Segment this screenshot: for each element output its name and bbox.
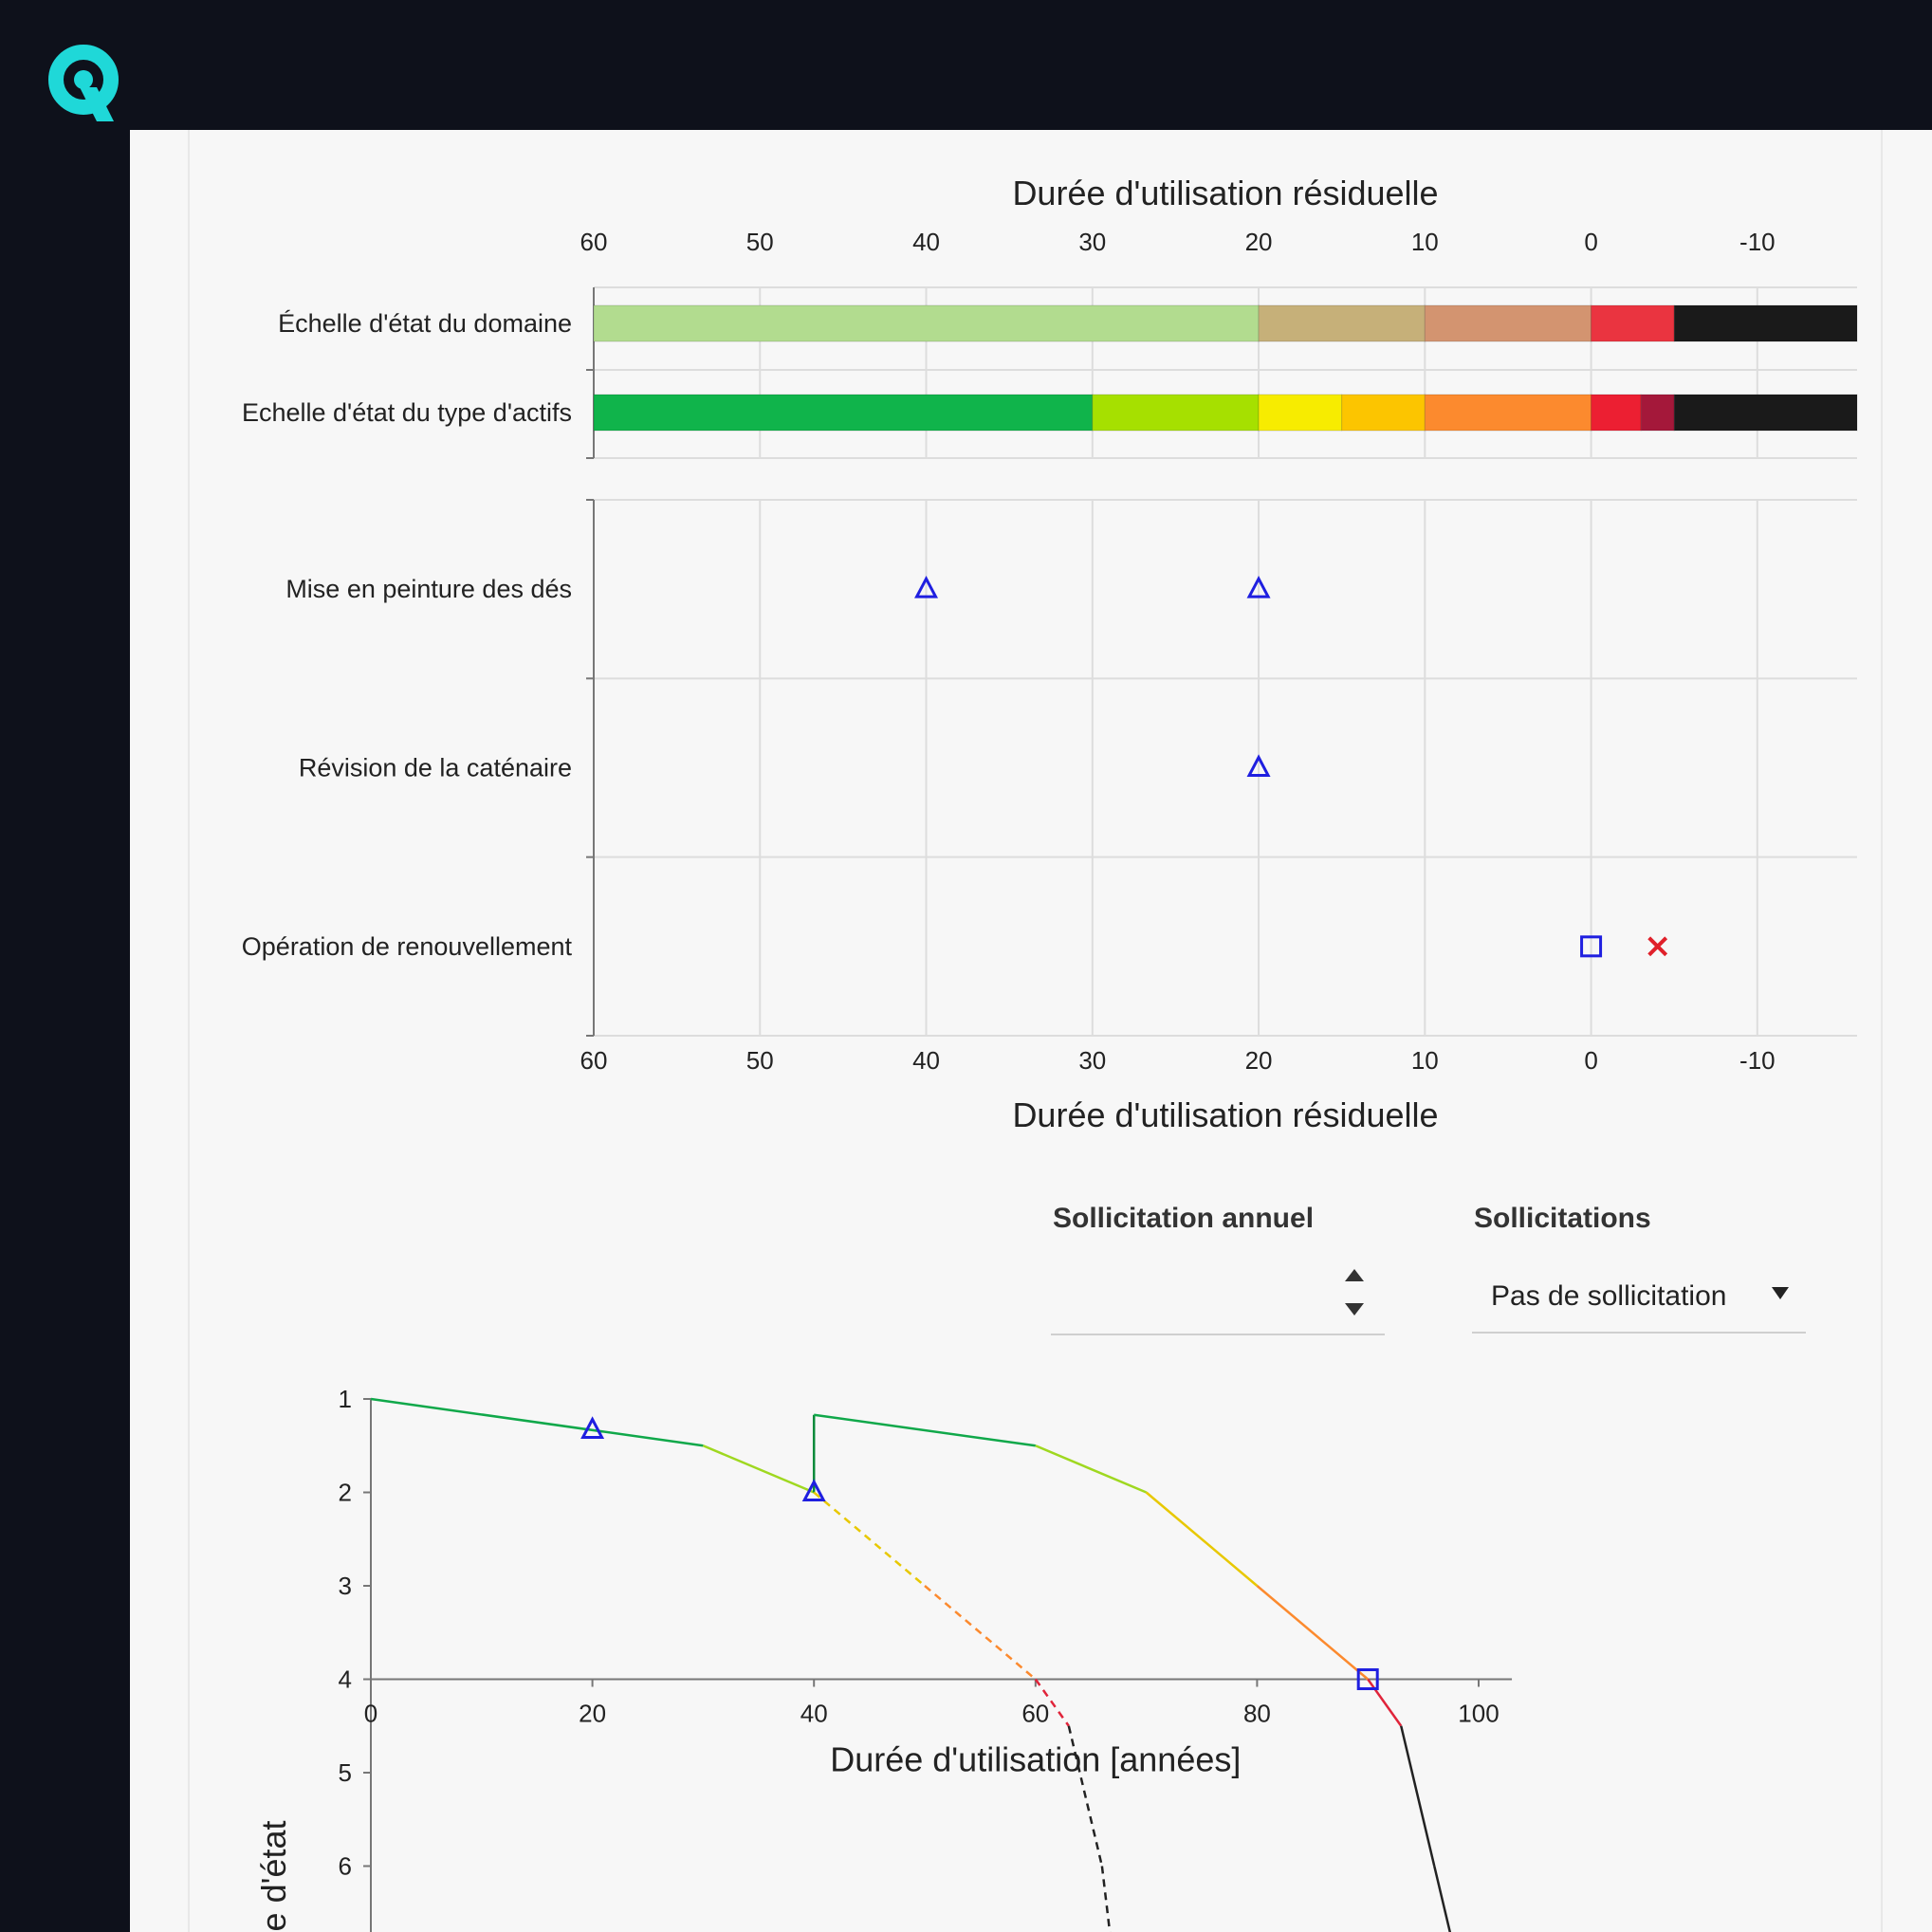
cross-marker bbox=[1647, 936, 1668, 957]
x-tick-label-bottom: -10 bbox=[1739, 1046, 1776, 1075]
condition-segment bbox=[1424, 304, 1592, 342]
row-label: Échelle d'état du domaine bbox=[278, 309, 572, 338]
chevron-down-icon[interactable] bbox=[1772, 1287, 1789, 1299]
stepper-down-icon[interactable] bbox=[1345, 1303, 1364, 1316]
condition-segment bbox=[1673, 304, 1858, 342]
x-tick-label: 100 bbox=[1458, 1700, 1499, 1728]
solid-series-segment bbox=[1145, 1491, 1259, 1587]
dashed-series-segment bbox=[1034, 1678, 1070, 1727]
x-tick-label-top: 40 bbox=[912, 228, 940, 256]
solid-series-segment bbox=[1035, 1444, 1148, 1494]
y-tick-label: 6 bbox=[339, 1852, 352, 1881]
condition-segment bbox=[1591, 304, 1675, 342]
q-logo-icon[interactable] bbox=[42, 42, 125, 125]
triangle-marker bbox=[801, 1479, 826, 1501]
solid-series-segment bbox=[1433, 1866, 1452, 1932]
stresses-label: Sollicitations bbox=[1474, 1203, 1651, 1234]
x-tick-label: 80 bbox=[1243, 1700, 1271, 1728]
triangle-marker bbox=[1246, 575, 1271, 598]
condition-segment bbox=[1258, 304, 1426, 342]
condition-segment bbox=[1341, 394, 1426, 432]
y-axis-title: Échelle d'état bbox=[254, 1820, 293, 1932]
solid-series-segment bbox=[1400, 1725, 1436, 1867]
x-tick-label-bottom: 40 bbox=[912, 1046, 940, 1075]
annual-stress-input[interactable] bbox=[1051, 1252, 1385, 1335]
y-tick-label: 5 bbox=[339, 1758, 352, 1787]
x-axis-title: Durée d'utilisation résiduelle bbox=[1012, 1095, 1438, 1134]
chart-title: Durée d'utilisation résiduelle bbox=[1012, 174, 1438, 212]
triangle-marker bbox=[1246, 754, 1271, 777]
annual-stress-label: Sollicitation annuel bbox=[1053, 1203, 1315, 1234]
dashed-series-segment bbox=[1100, 1866, 1112, 1932]
solid-series-segment bbox=[1367, 1678, 1403, 1727]
dashed-series-segment bbox=[924, 1585, 1037, 1681]
x-tick-label: 40 bbox=[800, 1700, 828, 1728]
event-row-label: Opération de renouvellement bbox=[242, 932, 573, 961]
solid-series-segment bbox=[814, 1413, 1036, 1447]
stepper-up-icon[interactable] bbox=[1345, 1269, 1364, 1281]
x-tick-label-bottom: 10 bbox=[1411, 1046, 1439, 1075]
condition-segment bbox=[1092, 394, 1260, 432]
dashed-series-segment bbox=[813, 1491, 926, 1587]
square-marker bbox=[1356, 1668, 1379, 1690]
condition-segment bbox=[1640, 394, 1675, 432]
dashed-series-segment bbox=[1067, 1725, 1104, 1867]
square-marker bbox=[1580, 935, 1603, 958]
sidebar bbox=[0, 130, 130, 1932]
y-tick-label: 4 bbox=[339, 1665, 352, 1694]
chart-panel: 60 60 50 50 40 40 30 30 20 20 10 10 0 0 -10 -10 Durée d'… bbox=[188, 130, 1883, 1932]
solid-series-segment bbox=[370, 1397, 704, 1447]
condition-segment bbox=[1424, 394, 1592, 432]
y-tick-label: 1 bbox=[339, 1385, 352, 1413]
x-tick-label-top: -10 bbox=[1739, 228, 1776, 256]
solid-series-segment bbox=[702, 1444, 815, 1494]
x-tick-label-top: 60 bbox=[580, 228, 608, 256]
triangle-marker bbox=[914, 575, 939, 598]
x-tick-label-top: 10 bbox=[1411, 228, 1439, 256]
annual-stress-stepper[interactable] bbox=[1345, 1269, 1368, 1316]
event-row-label: Révision de la caténaire bbox=[299, 754, 572, 782]
y-tick-label: 3 bbox=[339, 1572, 352, 1600]
x-tick-label-bottom: 50 bbox=[746, 1046, 774, 1075]
x-tick-label-bottom: 30 bbox=[1078, 1046, 1106, 1075]
row-label: Echelle d'état du type d'actifs bbox=[242, 398, 572, 427]
x-tick-label: 20 bbox=[579, 1700, 606, 1728]
condition-segment bbox=[593, 394, 1094, 432]
solid-series-segment bbox=[1256, 1585, 1370, 1681]
condition-segment bbox=[1591, 394, 1642, 432]
top-bar bbox=[0, 0, 1932, 130]
condition-segment bbox=[1673, 394, 1858, 432]
stresses-select[interactable]: Pas de sollicitation bbox=[1472, 1252, 1806, 1334]
y-tick-label: 2 bbox=[339, 1479, 352, 1507]
x-tick-label-bottom: 0 bbox=[1584, 1046, 1597, 1075]
x-tick-label-top: 50 bbox=[746, 228, 774, 256]
x-tick-label: 60 bbox=[1021, 1700, 1049, 1728]
x-tick-label-bottom: 60 bbox=[580, 1046, 608, 1075]
x-tick-label-top: 30 bbox=[1078, 228, 1106, 256]
event-row-label: Mise en peinture des dés bbox=[285, 575, 572, 603]
triangle-marker bbox=[580, 1416, 605, 1440]
condition-segment bbox=[1258, 394, 1343, 432]
x-tick-label-top: 20 bbox=[1245, 228, 1273, 256]
x-tick-label-bottom: 20 bbox=[1245, 1046, 1273, 1075]
x-tick-label: 0 bbox=[364, 1700, 377, 1728]
stresses-select-value: Pas de sollicitation bbox=[1491, 1280, 1727, 1312]
x-axis-title: Durée d'utilisation [années] bbox=[830, 1740, 1241, 1779]
condition-segment bbox=[593, 304, 1260, 342]
x-tick-label-top: 0 bbox=[1584, 228, 1597, 256]
